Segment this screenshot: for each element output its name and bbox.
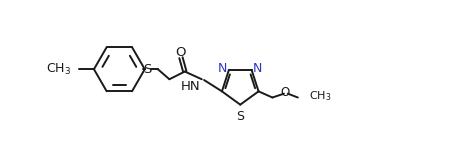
Text: S: S <box>236 110 244 123</box>
Text: CH$_3$: CH$_3$ <box>309 89 332 103</box>
Text: O: O <box>176 46 186 59</box>
Text: N: N <box>218 62 227 75</box>
Text: N: N <box>253 62 262 75</box>
Text: HN: HN <box>181 80 200 93</box>
Text: CH$_3$: CH$_3$ <box>46 62 71 77</box>
Text: S: S <box>143 63 151 76</box>
Text: O: O <box>280 86 289 99</box>
